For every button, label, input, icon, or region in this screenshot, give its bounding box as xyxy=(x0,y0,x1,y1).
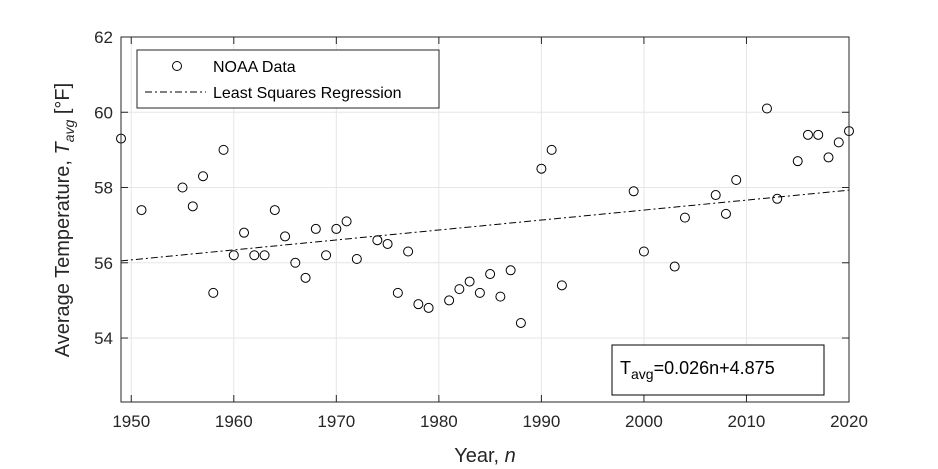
data-point xyxy=(239,227,250,238)
equation-symbol: T xyxy=(620,358,631,378)
equation-body: =0.026n+4.875 xyxy=(654,358,775,378)
data-points xyxy=(116,103,854,328)
data-point xyxy=(198,171,209,182)
y-tick-label: 54 xyxy=(94,329,113,348)
data-point xyxy=(382,238,393,249)
y-tick-label: 62 xyxy=(94,28,113,47)
plot-frame xyxy=(120,36,850,403)
data-point xyxy=(638,246,649,257)
legend: NOAA Data Least Squares Regression xyxy=(136,49,440,109)
data-point xyxy=(454,284,465,295)
data-point xyxy=(280,231,291,242)
data-point xyxy=(802,129,813,140)
data-point xyxy=(136,205,147,216)
data-point xyxy=(413,299,424,310)
y-tick-label: 56 xyxy=(94,254,113,273)
data-point xyxy=(720,208,731,219)
x-axis-label: Year, n xyxy=(454,445,516,467)
x-tick-label: 1990 xyxy=(522,412,560,431)
data-point xyxy=(392,287,403,298)
x-axis-label-text: Year, xyxy=(454,445,504,467)
equation-annotation: Tavg=0.026n+4.875 xyxy=(611,344,825,396)
equation-subscript: avg xyxy=(631,366,654,382)
x-tick-label: 1980 xyxy=(420,412,458,431)
data-point xyxy=(187,201,198,212)
data-point xyxy=(823,152,834,163)
data-point xyxy=(259,250,270,261)
data-point xyxy=(177,182,188,193)
y-tick-label: 58 xyxy=(94,179,113,198)
data-point xyxy=(679,212,690,223)
data-point xyxy=(321,250,332,261)
data-point xyxy=(628,186,639,197)
data-point xyxy=(515,317,526,328)
data-point xyxy=(556,280,567,291)
data-point xyxy=(351,254,362,265)
x-tick-label: 1960 xyxy=(215,412,253,431)
data-point xyxy=(485,269,496,280)
legend-marker-icon xyxy=(172,61,182,71)
data-point xyxy=(792,156,803,167)
data-point xyxy=(372,235,383,246)
y-tick-label: 60 xyxy=(94,103,113,122)
data-point xyxy=(423,302,434,313)
x-tick-label: 1970 xyxy=(317,412,355,431)
data-point xyxy=(310,223,321,234)
legend-entry-noaa-data: NOAA Data xyxy=(213,59,296,76)
data-point xyxy=(474,287,485,298)
y-axis-label-subscript: avg xyxy=(61,119,77,142)
data-point xyxy=(505,265,516,276)
x-tick-label: 2010 xyxy=(728,412,766,431)
data-point xyxy=(228,250,239,261)
axis-ticks xyxy=(121,36,850,402)
equation-text: Tavg=0.026n+4.875 xyxy=(620,358,775,382)
data-point xyxy=(300,272,311,283)
legend-entry-regression: Least Squares Regression xyxy=(213,85,402,102)
data-point xyxy=(710,190,721,201)
equation-box xyxy=(611,344,825,396)
y-axis-label: Average Temperature, Tavg [°F] xyxy=(52,83,77,357)
legend-box xyxy=(136,49,440,109)
data-point xyxy=(403,246,414,257)
data-point xyxy=(813,129,824,140)
data-point xyxy=(833,137,844,148)
y-axis-label-text: Average Temperature, xyxy=(52,154,74,357)
data-point xyxy=(444,295,455,306)
data-point xyxy=(536,163,547,174)
data-point xyxy=(546,144,557,155)
y-tick-labels: 54 56 58 60 62 xyxy=(94,28,113,348)
data-point xyxy=(341,216,352,227)
x-tick-labels: 1950 1960 1970 1980 1990 2000 2010 2020 xyxy=(112,412,868,431)
data-point xyxy=(290,257,301,268)
x-tick-label: 1950 xyxy=(112,412,150,431)
data-point xyxy=(669,261,680,272)
y-axis-label-unit: [°F] xyxy=(52,83,74,120)
data-point xyxy=(464,276,475,287)
x-tick-label: 2020 xyxy=(830,412,868,431)
regression-line xyxy=(120,189,850,262)
data-point xyxy=(731,174,742,185)
data-point xyxy=(331,223,342,234)
regression-line-group xyxy=(120,189,850,262)
x-axis-label-variable: n xyxy=(505,445,516,467)
y-axis-label-variable: T xyxy=(52,140,74,154)
data-point xyxy=(495,291,506,302)
data-point xyxy=(208,287,219,298)
data-point xyxy=(249,250,260,261)
data-point xyxy=(218,144,229,155)
data-point xyxy=(269,205,280,216)
data-point xyxy=(772,193,783,204)
data-point xyxy=(761,103,772,114)
x-tick-label: 2000 xyxy=(625,412,663,431)
